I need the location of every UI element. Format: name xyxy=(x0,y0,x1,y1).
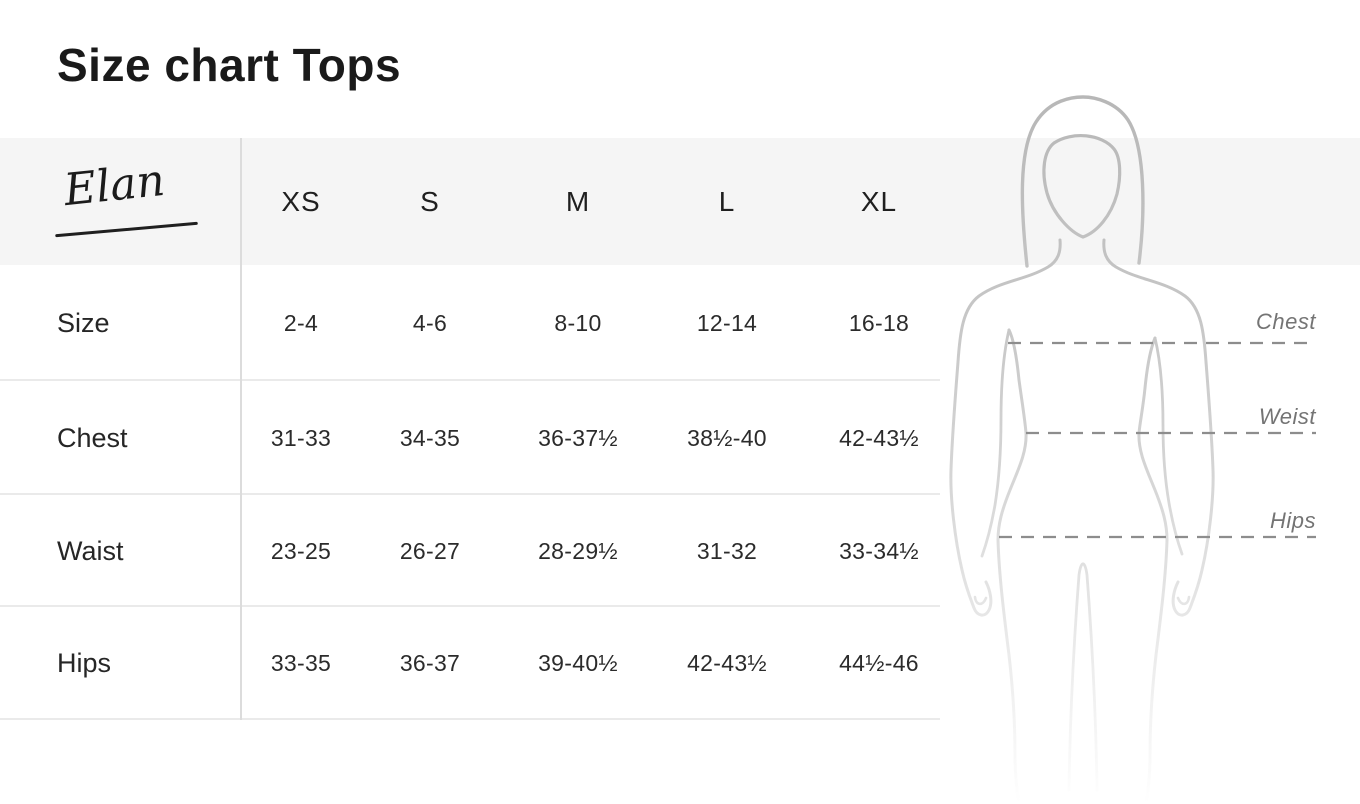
row-label-size: Size xyxy=(57,307,110,338)
cell-hips-xl: 44½-46 xyxy=(839,650,919,676)
cell-chest-s: 34-35 xyxy=(399,424,461,451)
size-table: Elan XS S M L XL Size 2-4 4-6 8-10 12-14… xyxy=(0,138,962,720)
cell-waist-s: 26-27 xyxy=(399,537,461,564)
row-divider xyxy=(0,718,940,720)
cell-chest-l: 38½-40 xyxy=(687,424,767,451)
column-header-xs: XS xyxy=(281,185,321,217)
brand-underline xyxy=(55,221,198,237)
cell-hips-l: 42-43½ xyxy=(687,650,767,676)
cell-waist-m: 28-29½ xyxy=(538,537,618,564)
column-header-xl: XL xyxy=(860,185,898,217)
cell-chest-xl: 42-43½ xyxy=(839,424,919,451)
cell-size-xs: 2-4 xyxy=(283,309,319,336)
table-row-size: Size 2-4 4-6 8-10 12-14 16-18 xyxy=(0,265,962,381)
table-header-band xyxy=(0,138,1360,265)
table-row-waist: Waist 23-25 26-27 28-29½ 31-32 33-34½ xyxy=(0,495,962,607)
cell-waist-l: 31-32 xyxy=(696,537,758,564)
cell-waist-xs: 23-25 xyxy=(270,537,332,564)
table-row-hips: Hips 33-35 36-37 39-40½ 42-43½ 44½-46 xyxy=(0,607,962,720)
brand-name: Elan xyxy=(61,154,168,217)
row-label-chest: Chest xyxy=(57,422,128,453)
row-label-hips: Hips xyxy=(57,648,112,678)
row-divider xyxy=(0,493,940,495)
page-title: Size chart Tops xyxy=(57,39,402,91)
cell-hips-s: 36-37 xyxy=(399,650,461,676)
row-divider xyxy=(0,605,940,607)
cell-chest-xs: 31-33 xyxy=(270,424,332,451)
table-header-row: Elan XS S M L XL xyxy=(0,138,962,265)
row-label-waist: Waist xyxy=(57,535,124,566)
column-header-l: L xyxy=(718,185,736,217)
cell-waist-xl: 33-34½ xyxy=(839,537,919,564)
cell-hips-m: 39-40½ xyxy=(538,650,618,676)
cell-hips-xs: 33-35 xyxy=(270,650,332,676)
column-header-m: M xyxy=(565,185,591,217)
hips-label: Hips xyxy=(1269,508,1316,533)
table-row-chest: Chest 31-33 34-35 36-37½ 38½-40 42-43½ xyxy=(0,381,962,495)
cell-size-s: 4-6 xyxy=(412,309,448,336)
waist-label: Weist xyxy=(1258,404,1316,429)
chest-label: Chest xyxy=(1256,309,1316,334)
figure-outline xyxy=(949,95,1215,804)
column-header-s: S xyxy=(420,185,440,217)
row-divider xyxy=(0,379,940,381)
cell-size-m: 8-10 xyxy=(554,309,602,336)
body-figure-illustration xyxy=(949,95,1316,804)
brand-logo: Elan xyxy=(0,138,240,265)
column-divider xyxy=(240,138,242,720)
cell-size-l: 12-14 xyxy=(696,309,758,336)
cell-size-xl: 16-18 xyxy=(848,309,910,336)
cell-chest-m: 36-37½ xyxy=(538,424,618,451)
